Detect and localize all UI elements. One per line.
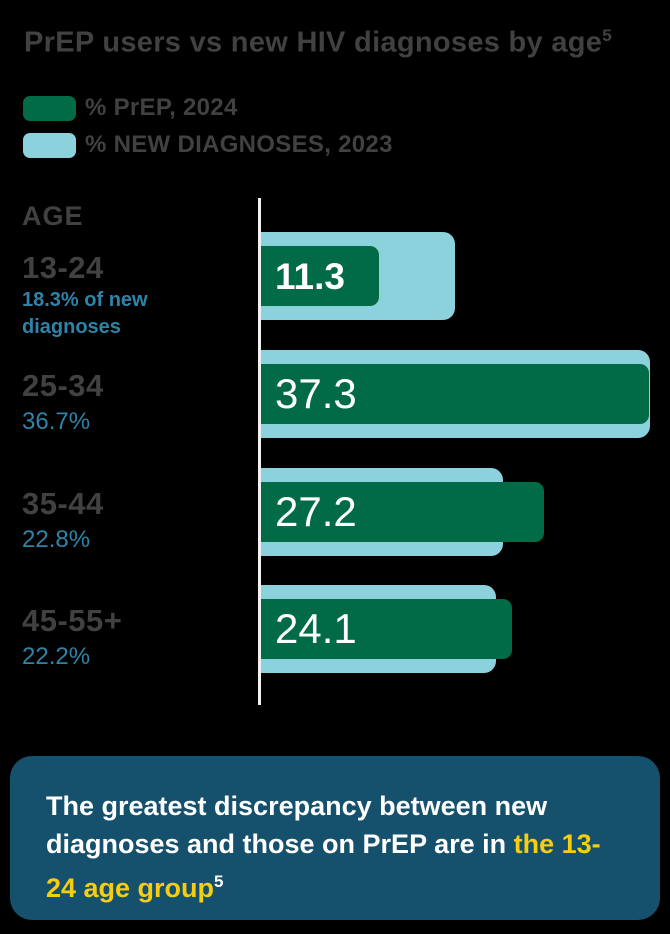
prep-color-swatch bbox=[23, 95, 76, 121]
bar-group-13-24: 11.3 13-24 18.3% of new diagnoses bbox=[0, 232, 670, 338]
bar-group-25-34: 37.3 25-34 36.7% bbox=[0, 350, 670, 438]
legend: % PrEP, 2024 % NEW DIAGNOSES, 2023 bbox=[23, 94, 393, 168]
age-group-diagnoses-percent: 18.3% of new diagnoses bbox=[22, 289, 148, 338]
chart-title: PrEP users vs new HIV diagnoses by age5 bbox=[24, 26, 612, 60]
age-group-diagnoses-percent: 22.2% bbox=[22, 643, 91, 670]
y-axis-line bbox=[258, 198, 261, 705]
age-axis-label: AGE bbox=[22, 201, 84, 231]
legend-label-new-diagnoses: % NEW DIAGNOSES, 2023 bbox=[85, 131, 393, 158]
bar-value-label: 24.1 bbox=[275, 605, 357, 652]
legend-label-prep: % PrEP, 2024 bbox=[85, 94, 238, 121]
age-group-label: 13-24 bbox=[22, 250, 104, 285]
callout-text: The greatest discrepancy between new dia… bbox=[46, 787, 624, 907]
bar-value-label: 11.3 bbox=[275, 255, 345, 297]
bar-prep: 24.1 bbox=[261, 599, 512, 659]
new-diagnoses-color-swatch bbox=[23, 132, 76, 158]
chart-title-footnote-marker: 5 bbox=[602, 26, 612, 45]
bar-prep: 37.3 bbox=[261, 364, 649, 424]
bar-group-35-44: 27.2 35-44 22.8% bbox=[0, 468, 670, 556]
age-group-diagnoses-percent: 22.8% bbox=[22, 526, 91, 553]
age-group-label: 35-44 bbox=[22, 486, 104, 521]
bar-prep: 27.2 bbox=[261, 482, 544, 542]
callout-footnote-marker: 5 bbox=[214, 872, 224, 891]
bar-value-label: 27.2 bbox=[275, 488, 357, 535]
bar-value-label: 37.3 bbox=[275, 370, 357, 417]
age-group-label: 25-34 bbox=[22, 368, 104, 403]
callout-text-highlight: the 13-24 age group bbox=[46, 829, 601, 903]
age-group-label: 45-55+ bbox=[22, 603, 123, 638]
bar-prep: 11.3 bbox=[261, 246, 379, 306]
callout-text-white: The greatest discrepancy between new dia… bbox=[46, 791, 548, 859]
legend-item-new-diagnoses: % NEW DIAGNOSES, 2023 bbox=[23, 131, 393, 159]
age-group-diagnoses-percent: 36.7% bbox=[22, 408, 91, 435]
callout-box: The greatest discrepancy between new dia… bbox=[10, 756, 660, 920]
bar-group-45-55+: 24.1 45-55+ 22.2% bbox=[0, 585, 670, 673]
legend-item-prep: % PrEP, 2024 bbox=[23, 94, 393, 122]
chart-title-text: PrEP users vs new HIV diagnoses by age bbox=[24, 26, 603, 59]
